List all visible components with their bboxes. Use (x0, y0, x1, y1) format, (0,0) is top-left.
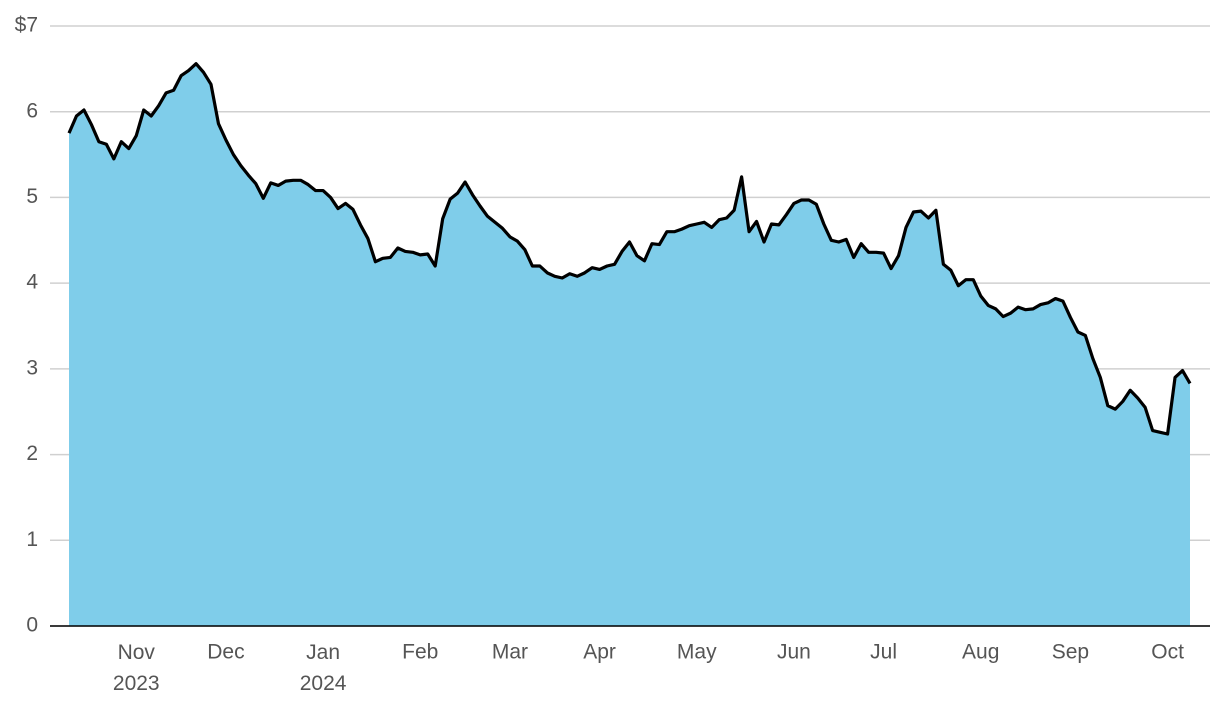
y-tick-label: 6 (26, 99, 38, 122)
y-tick-label: 0 (26, 614, 38, 637)
x-tick-label: Aug (962, 641, 999, 664)
y-tick-label: 1 (26, 528, 38, 551)
y-tick-label: 3 (26, 356, 38, 379)
y-tick-label: 2 (26, 442, 38, 465)
x-tick-label: Sep (1052, 641, 1089, 664)
x-tick-label: Nov 2023 (113, 641, 160, 695)
x-tick-label: Apr (583, 641, 616, 664)
x-tick-label: Feb (402, 641, 438, 664)
x-tick-label: Oct (1151, 641, 1184, 664)
x-tick-label: May (677, 641, 717, 664)
y-tick-label: $7 (15, 14, 38, 37)
line (67, 62, 1192, 436)
y-tick-label: 4 (26, 271, 38, 294)
y-tick-label: 5 (26, 185, 38, 208)
x-tick-label: Jul (870, 641, 897, 664)
x-tick-label: Jun (777, 641, 811, 664)
x-tick-label: Jan 2024 (300, 641, 347, 695)
x-tick-label: Dec (207, 641, 244, 664)
area (69, 63, 1190, 626)
x-tick-label: Mar (492, 641, 528, 664)
